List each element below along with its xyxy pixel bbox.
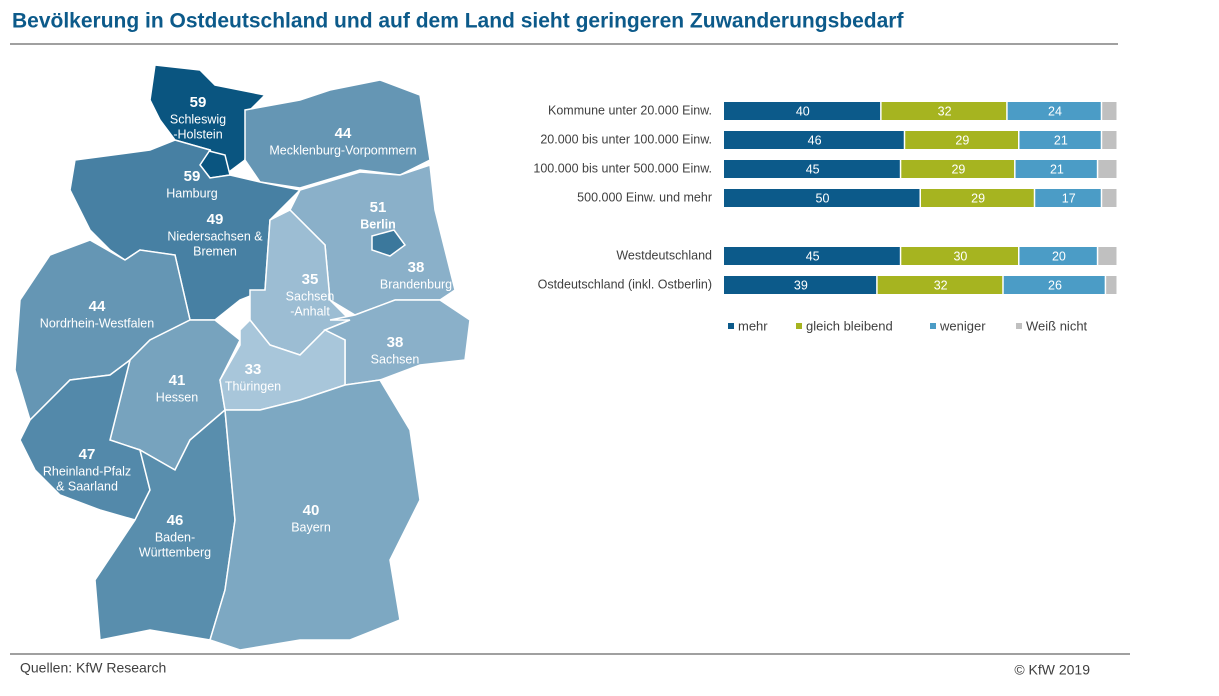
region-name: Hamburg — [166, 186, 217, 200]
value-label: 24 — [1048, 104, 1062, 118]
bar-segment — [901, 247, 1018, 265]
value-label: 29 — [971, 191, 985, 205]
region-value: 59 — [184, 168, 201, 185]
region-value: 44 — [335, 125, 352, 142]
bar-segment — [724, 160, 900, 178]
legend-label: Weiß nicht — [1026, 318, 1088, 333]
bar-segment — [1019, 247, 1097, 265]
legend-swatch — [1016, 323, 1022, 329]
bar-segment — [881, 102, 1007, 120]
region-value: 51 — [370, 199, 387, 216]
region-name: Mecklenburg-Vorpommern — [269, 143, 416, 157]
region-name: Bayern — [291, 520, 331, 534]
region-name: Sachsen — [371, 352, 420, 366]
bar-segment — [724, 102, 881, 120]
region-name: Württemberg — [139, 545, 211, 559]
bar-segment — [1098, 160, 1117, 178]
bar-segment — [877, 276, 1003, 294]
region-name: Niedersachsen & — [167, 229, 263, 243]
region-name: Baden- — [155, 530, 195, 544]
value-label: 21 — [1054, 133, 1068, 147]
region-name: Berlin — [360, 217, 395, 231]
legend-swatch — [796, 323, 802, 329]
category-label: 20.000 bis unter 100.000 Einw. — [540, 132, 712, 146]
region-name: Rheinland-Pfalz — [43, 464, 131, 478]
bar-segment — [1098, 247, 1117, 265]
value-label: 29 — [955, 133, 969, 147]
value-label: 21 — [1050, 162, 1064, 176]
bar-segment — [1007, 102, 1101, 120]
region — [371, 229, 407, 257]
value-label: 40 — [796, 104, 810, 118]
category-label: 100.000 bis unter 500.000 Einw. — [533, 161, 712, 175]
region-value: 44 — [89, 298, 106, 315]
value-label: 39 — [794, 278, 808, 292]
category-label: Westdeutschland — [616, 248, 712, 262]
region-value: 35 — [302, 271, 319, 288]
value-label: 26 — [1048, 278, 1062, 292]
value-label: 30 — [953, 249, 967, 263]
value-label: 45 — [806, 162, 820, 176]
bar-segment — [921, 189, 1034, 207]
source: Quellen: KfW Research — [20, 660, 166, 676]
category-label: Kommune unter 20.000 Einw. — [548, 103, 712, 117]
value-label: 29 — [951, 162, 965, 176]
category-label: Ostdeutschland (inkl. Ostberlin) — [538, 277, 712, 291]
bar-segment — [901, 160, 1015, 178]
region-name: Brandenburg — [380, 277, 452, 291]
bar-segment — [1019, 131, 1101, 149]
bar-segment — [724, 189, 920, 207]
bar-segment — [905, 131, 1018, 149]
region-value: 38 — [408, 259, 425, 276]
region-name: Nordrhein-Westfalen — [40, 316, 154, 330]
bar-segment — [1102, 189, 1117, 207]
bar-segment — [724, 131, 904, 149]
value-label: 50 — [816, 191, 830, 205]
region-value: 46 — [167, 512, 184, 529]
legend-swatch — [728, 323, 734, 329]
value-label: 32 — [938, 104, 952, 118]
region-name: Bremen — [193, 244, 237, 258]
region-name: -Holstein — [173, 127, 222, 141]
region-value: 47 — [79, 446, 96, 463]
region-value: 38 — [387, 334, 404, 351]
bar-segment — [1102, 131, 1117, 149]
value-label: 17 — [1062, 191, 1076, 205]
bar-segment — [1106, 276, 1117, 294]
value-label: 32 — [934, 278, 948, 292]
region-value: 41 — [169, 372, 186, 389]
region-value: 40 — [303, 502, 320, 519]
region-name: Hessen — [156, 390, 198, 404]
region — [149, 64, 267, 177]
bar-segment — [1035, 189, 1101, 207]
value-label: 20 — [1052, 249, 1066, 263]
legend-label: mehr — [738, 318, 768, 333]
region-name: Sachsen — [286, 289, 335, 303]
region-name: -Anhalt — [290, 304, 330, 318]
title: Bevölkerung in Ostdeutschland und auf de… — [12, 10, 904, 33]
bar-segment — [1102, 102, 1117, 120]
region-name: Thüringen — [225, 379, 281, 393]
region-name: Schleswig — [170, 112, 226, 126]
bar-segment — [724, 247, 900, 265]
legend-swatch — [930, 323, 936, 329]
region-value: 59 — [190, 94, 207, 111]
bar-segment — [724, 276, 877, 294]
region — [209, 379, 421, 651]
region-value: 49 — [207, 211, 224, 228]
bar-segment — [1015, 160, 1097, 178]
copyright: © KfW 2019 — [1014, 662, 1090, 678]
category-label: 500.000 Einw. und mehr — [577, 190, 712, 204]
bar-segment — [1003, 276, 1105, 294]
value-label: 45 — [806, 249, 820, 263]
region-value: 33 — [245, 361, 262, 378]
value-label: 46 — [808, 133, 822, 147]
region-name: & Saarland — [56, 479, 118, 493]
region — [244, 79, 431, 189]
legend-label: weniger — [939, 318, 986, 333]
legend-label: gleich bleibend — [806, 318, 893, 333]
